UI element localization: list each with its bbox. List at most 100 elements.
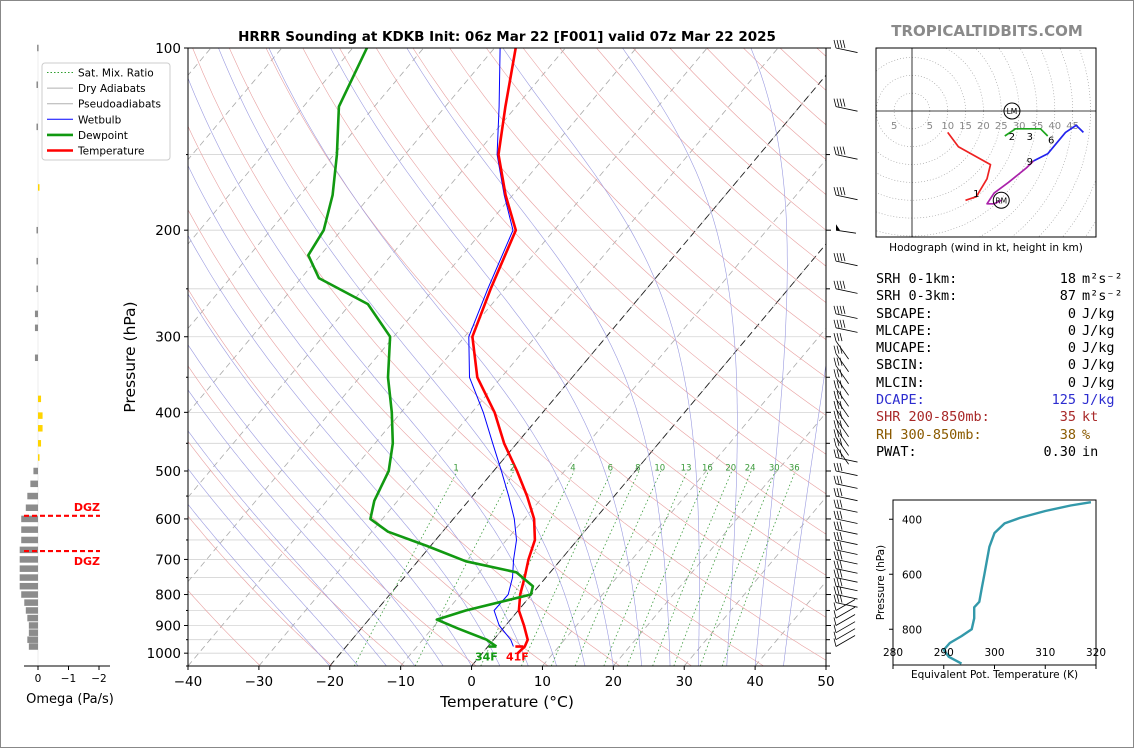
wind-barb-flag [833, 369, 837, 378]
x-tick-label: −10 [386, 674, 415, 690]
y-tick-label: 700 [155, 552, 181, 568]
stat-unit: kt [1082, 409, 1099, 426]
wind-barb-flag [833, 39, 837, 49]
wind-barb-flag [833, 631, 837, 640]
wind-barb [833, 499, 858, 513]
dry-adiabat [486, 48, 826, 378]
wind-barb-shaft [835, 106, 858, 112]
wind-barb-flag [839, 521, 843, 530]
pseudoadiabat [268, 48, 614, 666]
pseudoadiabat [188, 164, 529, 666]
wind-barb-flag [836, 390, 840, 399]
stat-value: 38 [1059, 426, 1076, 443]
wind-barb-flag [833, 400, 837, 410]
wind-barb-flag [833, 345, 837, 354]
omega-bar [38, 454, 40, 461]
wind-barb-flag [842, 253, 846, 262]
wind-barb-flag [833, 541, 837, 550]
stat-value: 0 [1067, 340, 1076, 357]
omega-bar [27, 614, 38, 622]
dry-adiabat [559, 48, 826, 303]
stat-label: SBCIN: [876, 357, 925, 374]
wind-barb-flag [839, 98, 843, 107]
wind-barb-flag [833, 617, 837, 626]
mixing-ratio-label: 1 [453, 464, 458, 474]
wind-barb-flag [833, 380, 837, 389]
dgz-label-bottom: DGZ [74, 555, 100, 568]
wind-barb-flag [839, 499, 843, 508]
hodograph-ring-label: 15 [959, 121, 972, 132]
wind-barb [833, 462, 858, 476]
dry-adiabat [188, 209, 621, 666]
y-tick-label: 1000 [147, 646, 181, 662]
wind-barb-shaft [835, 398, 849, 418]
legend-label: Wetbulb [78, 114, 122, 126]
stat-row: MLCIN: 0 J/kg [876, 375, 1123, 392]
omega-bar [36, 226, 38, 234]
wind-barb-shaft [835, 194, 858, 201]
wind-barb-shaft [835, 614, 856, 626]
dry-adiabat [375, 48, 826, 495]
wind-barb-flag [836, 98, 840, 107]
wind-barb-pennant [836, 224, 840, 231]
wind-barb-shaft [835, 549, 858, 555]
y-tick-label: 500 [155, 464, 181, 480]
mixing-ratio-label: 10 [654, 464, 665, 474]
wind-barb-flag [836, 39, 840, 49]
wind-barb-flag [839, 400, 843, 410]
wind-barb-shaft [835, 154, 858, 160]
x-axis-label: Temperature (°C) [439, 693, 574, 711]
stat-value: 0 [1067, 357, 1076, 374]
theta-e-x-tick-label: 320 [1086, 647, 1106, 659]
wind-barb [833, 345, 849, 372]
wind-barb-flag [833, 624, 837, 633]
wind-barb [833, 569, 858, 583]
y-tick-label: 300 [155, 330, 181, 346]
hodograph-ring-label: 10 [941, 121, 954, 132]
wind-barb-flag [836, 187, 840, 196]
omega-bar [38, 425, 43, 432]
stat-row: SRH 0-3km: 87 m²s⁻² [876, 288, 1123, 305]
x-tick-label: −40 [174, 674, 203, 690]
wind-barb-shaft [835, 599, 856, 611]
omega-bar [27, 636, 38, 643]
wind-barb [833, 488, 858, 502]
hodograph-height-label: 6 [1048, 136, 1054, 147]
theta-e-frame [892, 499, 1097, 666]
wind-barb-flag [836, 569, 840, 578]
stat-value: 35 [1059, 409, 1076, 426]
wind-barb-flag [839, 594, 843, 603]
wind-barb-flag [842, 305, 846, 314]
wind-barb-shaft [835, 229, 857, 234]
wind-barb-flag [836, 357, 840, 366]
skewt-axes-frame [187, 47, 827, 667]
x-tick-label: −20 [316, 674, 345, 690]
wind-barb-shaft [835, 457, 858, 463]
theta-e-y-axis-label: Pressure (hPa) [875, 545, 887, 620]
stat-unit: J/kg [1082, 305, 1115, 322]
omega-bar [34, 354, 38, 362]
dry-adiabat [229, 48, 826, 661]
wind-barb [833, 438, 849, 465]
omega-tick-label: −2 [91, 673, 106, 685]
wind-barb-shaft [835, 539, 858, 545]
stat-row: RH 300-850mb: 38% [876, 427, 1123, 444]
dry-adiabat [192, 48, 764, 666]
theta-e-y-tick-label: 800 [902, 624, 922, 636]
wind-barb-flag [836, 369, 840, 378]
dry-adiabat [339, 48, 826, 535]
dry-adiabat [302, 48, 826, 576]
hodograph-height-label: 1 [973, 189, 979, 200]
omega-bar [28, 629, 38, 636]
wind-barb-flag [833, 578, 837, 587]
isotherm [258, 48, 779, 666]
omega-bar [25, 504, 38, 511]
hodograph-trace [947, 131, 992, 202]
isotherm-minus20 [329, 74, 826, 666]
hodograph-ring-label: 25 [995, 121, 1008, 132]
hodograph-height-label: 2 [1009, 132, 1015, 143]
dry-adiabat [188, 515, 333, 666]
omega-tick-label: −1 [61, 673, 76, 685]
pseudoadiabat [188, 503, 331, 666]
theta-e-panel: 400 600 800 280 290 300 310 320 Equivalent Pot. … [875, 499, 1106, 681]
